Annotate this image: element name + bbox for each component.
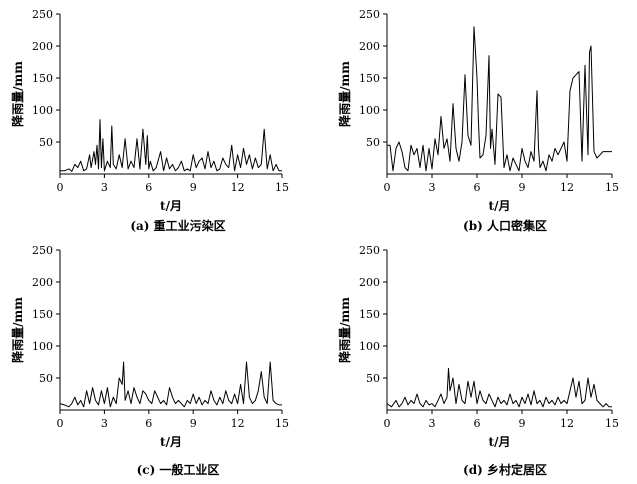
- rainfall-series-line: [60, 119, 282, 172]
- x-tick-label: 3: [101, 417, 108, 430]
- y-axis-title: 降雨量/mm: [10, 297, 25, 363]
- x-tick-label: 9: [519, 181, 526, 194]
- y-tick-label: 100: [32, 340, 53, 353]
- x-tick-label: 15: [605, 181, 619, 194]
- x-tick-label: 9: [190, 181, 197, 194]
- rainfall-series-line: [386, 367, 612, 408]
- x-tick-label: 15: [275, 181, 289, 194]
- panel-caption: (b) 人口密集区: [463, 218, 547, 233]
- x-axis-title: t/月: [160, 199, 182, 213]
- y-tick-label: 50: [366, 136, 380, 149]
- y-tick-label: 50: [39, 372, 53, 385]
- y-tick-label: 100: [359, 340, 380, 353]
- y-axis-title: 降雨量/mm: [10, 61, 25, 127]
- rainfall-series-line: [59, 361, 282, 408]
- x-tick-label: 6: [145, 181, 152, 194]
- x-tick-label: 12: [560, 181, 574, 194]
- y-tick-label: 100: [32, 104, 53, 117]
- x-tick-label: 9: [519, 417, 526, 430]
- panel-general-industry: 50 100 150 200 250 0 3 6 9 12 15 t/月 降雨量/mm (c) 一般工业区: [10, 244, 289, 477]
- x-tick-label: 12: [231, 417, 245, 430]
- y-tick-label: 200: [32, 40, 53, 53]
- y-tick-label: 150: [32, 72, 53, 85]
- panel-caption: (d) 乡村定居区: [463, 462, 547, 477]
- x-tick-label: 6: [145, 417, 152, 430]
- panel-rural-settlement: 50 100 150 200 250 0 3 6 9 12 15 t/月 降雨量/mm (d) 乡村定居区: [337, 244, 619, 477]
- y-tick-label: 200: [359, 276, 380, 289]
- x-tick-label: 0: [57, 181, 64, 194]
- x-tick-label: 3: [101, 181, 108, 194]
- x-tick-label: 3: [429, 181, 436, 194]
- panel-caption: (c) 一般工业区: [137, 462, 220, 477]
- x-tick-label: 12: [560, 417, 574, 430]
- x-axis-title: t/月: [160, 435, 182, 449]
- x-tick-label: 6: [474, 417, 481, 430]
- y-tick-label: 150: [359, 72, 380, 85]
- x-tick-label: 15: [605, 417, 619, 430]
- x-tick-label: 0: [57, 417, 64, 430]
- x-tick-label: 0: [384, 181, 391, 194]
- x-tick-label: 15: [275, 417, 289, 430]
- y-tick-label: 50: [39, 136, 53, 149]
- y-tick-label: 250: [359, 244, 380, 257]
- y-tick-label: 50: [366, 372, 380, 385]
- y-axis-title: 降雨量/mm: [337, 297, 352, 363]
- x-tick-label: 12: [231, 181, 245, 194]
- y-tick-label: 200: [32, 276, 53, 289]
- x-tick-label: 6: [474, 181, 481, 194]
- y-axis-title: 降雨量/mm: [337, 61, 352, 127]
- y-tick-label: 200: [359, 40, 380, 53]
- panel-dense-population: 50 100 150 200 250 0 3 6 9 12 15 t/月 降雨量/mm (b) 人口密集区: [337, 8, 619, 233]
- y-tick-label: 250: [32, 8, 53, 21]
- x-axis-title: t/月: [489, 199, 511, 213]
- x-tick-label: 0: [384, 417, 391, 430]
- y-tick-label: 250: [359, 8, 380, 21]
- x-tick-label: 9: [190, 417, 197, 430]
- y-tick-label: 150: [32, 308, 53, 321]
- y-tick-label: 150: [359, 308, 380, 321]
- x-tick-label: 3: [429, 417, 436, 430]
- rainfall-series-line: [387, 26, 612, 172]
- x-axis-title: t/月: [489, 435, 511, 449]
- panel-caption: (a) 重工业污染区: [130, 218, 225, 233]
- y-tick-label: 100: [359, 104, 380, 117]
- y-tick-label: 250: [32, 244, 53, 257]
- panel-heavy-industry: 50 100 150 200 250 0 3 6 9 12 15 t/月 降雨量/mm (a) 重工业污染…: [10, 8, 289, 233]
